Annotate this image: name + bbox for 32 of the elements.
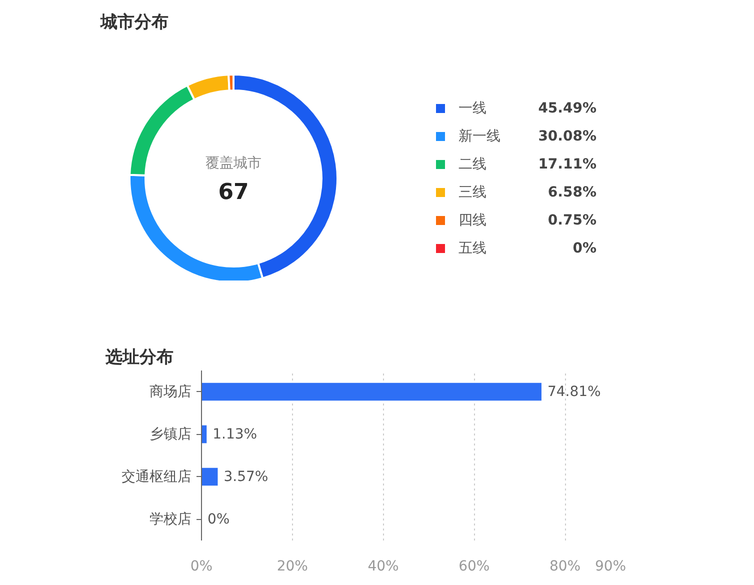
y-tick-label: 交通枢纽店 — [122, 468, 192, 485]
bar — [202, 468, 218, 486]
legend-label: 新一线 — [458, 128, 500, 144]
x-tick-label: 90% — [594, 558, 626, 574]
y-tick-label: 商场店 — [150, 384, 192, 400]
data-label: 0% — [208, 511, 230, 528]
x-tick-label: 80% — [549, 558, 581, 574]
legend-label: 二线 — [458, 156, 486, 172]
x-tick-label: 0% — [190, 558, 213, 574]
data-label: 30.08% — [538, 128, 596, 144]
chart-title: 选址分布 — [104, 348, 174, 368]
legend-label: 四线 — [458, 212, 486, 228]
chart-title: 城市分布 — [100, 12, 168, 32]
y-tick-label: 乡镇店 — [150, 426, 192, 442]
text: 0% — [572, 240, 597, 256]
legend-label: 一线 — [458, 100, 486, 116]
text: 覆盖城市 — [206, 156, 262, 172]
data-label: 3.57% — [224, 468, 268, 485]
data-label: 1.13% — [212, 426, 258, 442]
data-label: 0.75% — [548, 212, 597, 228]
data-label: 45.49% — [538, 100, 596, 116]
x-tick-label: 40% — [368, 558, 399, 574]
x-tick-label: 60% — [458, 558, 490, 574]
x-tick-label: 20% — [276, 558, 308, 574]
legend-label: 五线 — [458, 240, 486, 256]
text: 67 — [218, 180, 249, 205]
y-tick-label: 学校店 — [150, 511, 192, 528]
data-label: 74.81% — [547, 384, 601, 400]
data-label: 17.11% — [538, 156, 596, 172]
legend-label: 三线 — [458, 184, 486, 200]
bar — [202, 382, 542, 401]
data-label: 6.58% — [548, 184, 597, 200]
